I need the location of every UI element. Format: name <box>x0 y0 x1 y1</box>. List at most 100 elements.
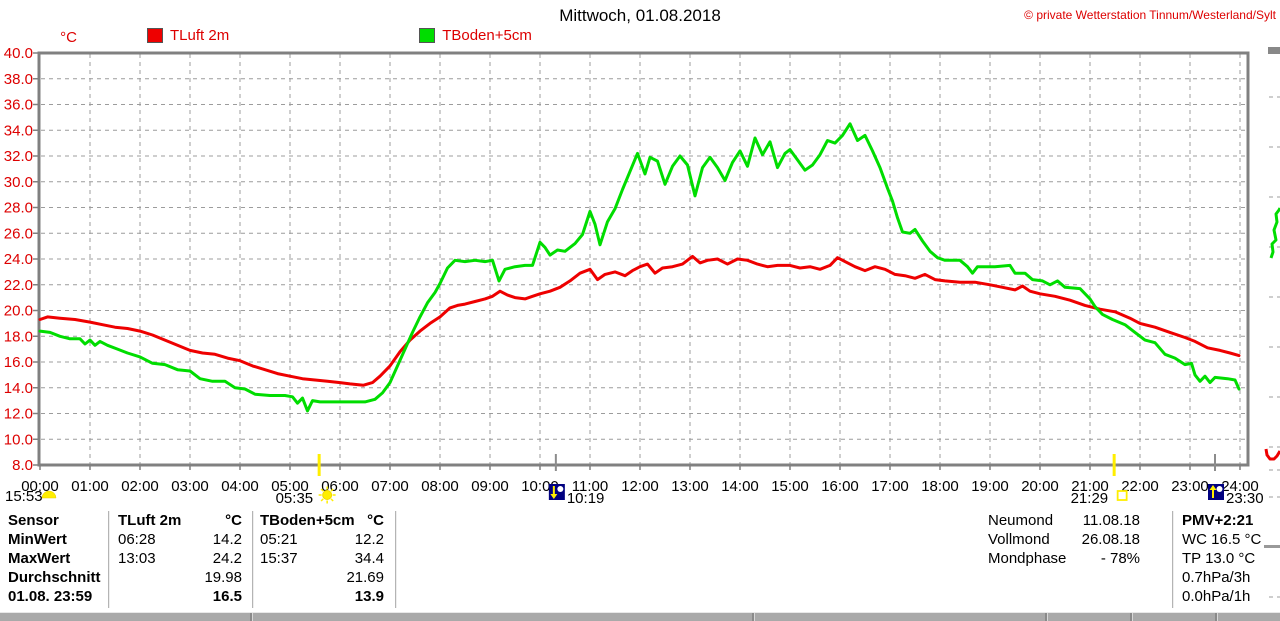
y-tick-label: 10.0 <box>4 431 33 448</box>
x-tick-label: 02:00 <box>121 478 159 495</box>
stat-cell: 13.9 <box>354 588 384 605</box>
stat-cell: 14.2 <box>212 531 242 548</box>
x-tick-label: 16:00 <box>821 478 859 495</box>
plot-frame <box>37 51 1250 467</box>
x-tick-label: 07:00 <box>371 478 409 495</box>
y-axis-unit-label: °C <box>60 29 77 46</box>
status-bar-divider <box>1045 613 1048 621</box>
table-divider <box>1172 511 1174 608</box>
stats-header-tboden-unit: °C <box>367 512 384 529</box>
chart-legend: TLuft 2m TBoden+5cm <box>147 27 532 44</box>
stats-header-tluft-unit: °C <box>225 512 242 529</box>
tluft-color-swatch-icon <box>147 28 163 43</box>
stat-cell: 05:21 <box>260 531 298 548</box>
legend-item-tluft: TLuft 2m <box>147 27 229 44</box>
status-bar-divider <box>1215 613 1218 621</box>
pmv-value: PMV+2:21 <box>1182 512 1254 529</box>
legend-label-tboden: TBoden+5cm <box>442 27 532 44</box>
stat-cell: 06:28 <box>118 531 156 548</box>
series-line-tboden <box>38 122 1241 413</box>
pressure-trend-1h: 0.0hPa/1h <box>1182 588 1251 605</box>
tboden-color-swatch-icon <box>419 28 436 43</box>
sun-marker: 05:35 <box>276 454 336 507</box>
stats-header-sensor: Sensor <box>8 512 59 529</box>
x-tick-label: 21:00 <box>1071 478 1109 495</box>
x-tick-label: 18:00 <box>921 478 959 495</box>
stats-header-tluft: TLuft 2m <box>118 512 182 529</box>
x-tick-label: 19:00 <box>971 478 1009 495</box>
y-tick-label: 40.0 <box>4 45 33 62</box>
x-tick-label: 09:00 <box>471 478 509 495</box>
adjacent-chart-sliver <box>1264 47 1280 598</box>
x-tick-label: 05:00 <box>271 478 309 495</box>
y-tick-label: 12.0 <box>4 406 33 423</box>
moon-label: Mondphase <box>988 550 1067 567</box>
stat-cell: 15:37 <box>260 550 298 567</box>
table-divider <box>395 511 397 608</box>
marker-time-label: 23:30 <box>1226 490 1264 507</box>
dewpoint-value: TP 13.0 °C <box>1182 550 1256 567</box>
y-tick-label: 18.0 <box>4 328 33 345</box>
y-tick-label: 38.0 <box>4 71 33 88</box>
y-tick-label: 36.0 <box>4 97 33 114</box>
x-tick-label: 20:00 <box>1021 478 1059 495</box>
x-tick-label: 06:00 <box>321 478 359 495</box>
status-bar-divider <box>1130 613 1133 621</box>
moon-arrow-up-marker: 23:30 <box>1208 454 1264 507</box>
legend-item-tboden: TBoden+5cm <box>419 27 532 44</box>
x-tick-label: 22:00 <box>1121 478 1159 495</box>
station-copyright: © private Wetterstation Tinnum/Westerlan… <box>1024 8 1276 22</box>
stat-cell: 24.2 <box>212 550 242 567</box>
stat-cell: 34.4 <box>354 550 384 567</box>
x-tick-label: 04:00 <box>221 478 259 495</box>
x-tick-label: 00:00 <box>21 478 59 495</box>
moon-label: Neumond <box>988 512 1054 529</box>
y-tick-label: 32.0 <box>4 148 33 165</box>
x-tick-label: 11:00 <box>572 478 608 495</box>
moon-label: Vollmond <box>988 531 1050 548</box>
y-tick-label: 22.0 <box>4 277 33 294</box>
legend-label-tluft: TLuft 2m <box>170 27 230 44</box>
y-tick-label: 14.0 <box>4 380 33 397</box>
page-title: Mittwoch, 01.08.2018 <box>559 6 721 25</box>
table-divider <box>108 511 110 608</box>
x-tick-label: 24:00 <box>1221 478 1259 495</box>
x-tick-label: 14:00 <box>721 478 759 495</box>
windchill-value: WC 16.5 °C <box>1182 531 1262 548</box>
y-tick-label: 8.0 <box>12 457 33 474</box>
marker-time-label: 05:35 <box>276 490 314 507</box>
marker-time-label: 15:53 <box>5 488 43 505</box>
moon-value: - 78% <box>1100 550 1140 567</box>
sun-square-marker: 21:29 <box>1071 454 1128 507</box>
status-bar-divider <box>250 613 253 621</box>
x-tick-label: 03:00 <box>171 478 209 495</box>
y-tick-label: 26.0 <box>4 225 33 242</box>
status-bar <box>0 612 1280 621</box>
table-divider <box>252 511 254 608</box>
series-line-tluft <box>38 254 1241 387</box>
x-tick-label: 13:00 <box>671 478 709 495</box>
marker-time-label: 21:29 <box>1071 490 1109 507</box>
row-label: MaxWert <box>8 550 71 567</box>
moon-dome-marker <box>41 490 57 499</box>
y-tick-label: 34.0 <box>4 122 33 139</box>
row-label: Durchschnitt <box>8 569 101 586</box>
y-tick-label: 20.0 <box>4 303 33 320</box>
y-tick-label: 30.0 <box>4 174 33 191</box>
stat-cell: 16.5 <box>212 588 242 605</box>
stats-header-tboden: TBoden+5cm <box>260 512 355 529</box>
stat-cell: 21.69 <box>346 569 384 586</box>
marker-time-label: 10:19 <box>567 490 605 507</box>
x-tick-label: 12:00 <box>621 478 659 495</box>
row-label: 01.08. 23:59 <box>8 588 93 605</box>
status-bar-divider <box>752 613 755 621</box>
x-tick-label: 01:00 <box>71 478 109 495</box>
x-tick-label: 17:00 <box>871 478 909 495</box>
stat-cell: 19.98 <box>204 569 242 586</box>
y-tick-label: 28.0 <box>4 200 33 217</box>
moon-arrow-down-marker: 10:19 <box>548 454 605 507</box>
moon-value: 11.08.18 <box>1082 512 1140 529</box>
pressure-trend-3h: 0.7hPa/3h <box>1182 569 1251 586</box>
